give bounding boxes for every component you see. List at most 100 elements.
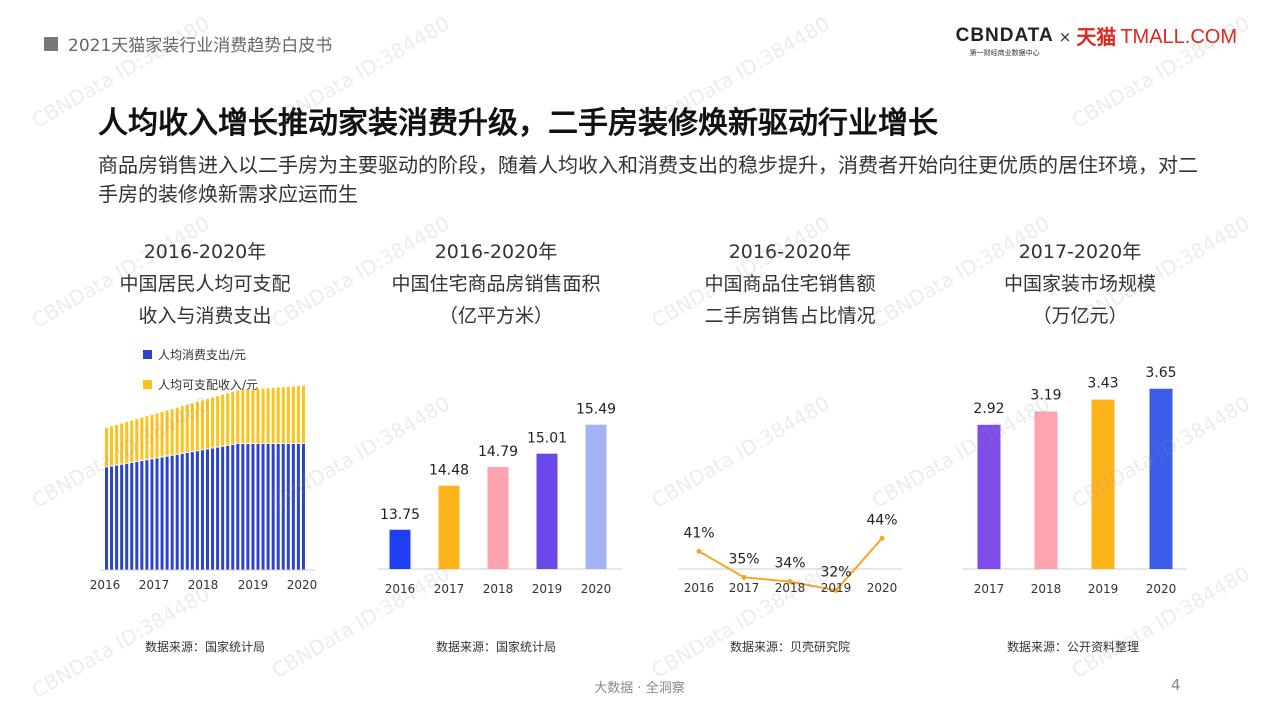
bar-income <box>221 394 225 446</box>
data-label: 44% <box>866 512 897 528</box>
x-tick-label: 2018 <box>1031 582 1062 596</box>
decoration-market-bar-chart: 2.92 2017 3.19 2018 3.43 2019 3.65 2020 <box>963 365 1187 596</box>
x-tick-label: 2018 <box>775 581 806 595</box>
data-label: 3.19 <box>1030 387 1061 403</box>
source-note: 数据来源：贝壳研究院 <box>729 640 850 654</box>
bar-income <box>291 386 295 443</box>
data-label: 13.75 <box>380 507 420 523</box>
data-label: 35% <box>728 551 759 567</box>
bar-consumption <box>211 448 215 570</box>
bar-income <box>281 387 285 443</box>
legend-label: 人均可支配收入/元 <box>158 378 259 392</box>
bar-consumption <box>236 444 240 570</box>
bar-consumption <box>150 459 154 570</box>
line-point <box>696 548 702 554</box>
bar-income <box>301 385 305 443</box>
bar-consumption <box>216 447 220 570</box>
bar-income <box>145 416 149 460</box>
header-square-mark <box>44 36 58 51</box>
bar-consumption <box>271 444 275 570</box>
bar-income <box>170 409 174 455</box>
bar-consumption <box>110 466 114 570</box>
bar-income <box>195 401 199 451</box>
x-tick-label: 2017 <box>729 581 760 595</box>
bar <box>389 529 411 569</box>
bar-consumption <box>276 444 280 570</box>
bar-income <box>236 390 240 443</box>
bar-income <box>266 388 270 443</box>
bar-income <box>185 404 189 452</box>
x-tick-label: 2019 <box>238 578 269 592</box>
bar-consumption <box>296 444 300 570</box>
bar-consumption <box>140 461 144 570</box>
bar-income <box>286 386 290 443</box>
bar-income <box>120 423 124 464</box>
bar-income <box>190 403 194 452</box>
page-title: 人均收入增长推动家装消费升级，二手房装修焕新驱动行业增长 <box>98 106 938 141</box>
report-title: 2021天猫家装行业消费趋势白皮书 <box>68 36 333 56</box>
legend-label: 人均消费支出/元 <box>158 348 247 362</box>
housing-area-bar-chart: 13.75 2016 14.48 2017 14.79 2018 15.01 2019 15.4… <box>378 402 622 596</box>
income-stacked-bar-chart: 2016 2017 2018 2019 2020 <box>90 385 317 592</box>
bar-consumption <box>165 456 169 570</box>
bar-consumption <box>135 462 139 570</box>
panel-title-line: 中国家装市场规模 <box>1003 273 1156 295</box>
data-label: 14.79 <box>478 444 518 460</box>
bar-income <box>160 411 164 457</box>
bar <box>1034 411 1058 569</box>
data-label: 3.43 <box>1087 376 1118 392</box>
bar-income <box>241 390 245 443</box>
source-note: 数据来源：公开资料整理 <box>1006 640 1139 654</box>
bar-consumption <box>226 445 230 570</box>
x-tick-label: 2017 <box>974 582 1005 596</box>
bar-consumption <box>125 463 129 570</box>
x-tick-label: 2017 <box>139 578 170 592</box>
data-label: 41% <box>683 525 714 541</box>
logo-separator: × <box>1058 28 1072 46</box>
bar-income <box>140 417 144 461</box>
panel-title-line: 中国住宅商品房销售面积 <box>391 273 601 295</box>
page-subtitle: 商品房销售进入以二手房为主要驱动的阶段，随着人均收入和消费支出的稳步提升，消费者… <box>98 153 1198 206</box>
legend-item-consumption: 人均消费支出/元 <box>143 346 246 363</box>
x-tick-label: 2020 <box>1146 582 1177 596</box>
bar-income <box>110 426 114 466</box>
panel-title-line: 二手房销售占比情况 <box>704 305 876 327</box>
panel-title-line: 中国商品住宅销售额 <box>704 273 876 295</box>
bar-income <box>165 410 169 456</box>
panel-title-line: （万亿元） <box>1032 305 1128 327</box>
x-tick-label: 2017 <box>434 582 465 596</box>
x-tick-label: 2019 <box>532 582 563 596</box>
bar-income <box>206 399 209 449</box>
legend-item-income: 人均可支配收入/元 <box>143 376 258 393</box>
line-point <box>787 579 793 585</box>
x-tick-label: 2016 <box>385 582 416 596</box>
panel-title-line: 2016-2020年 <box>434 241 558 263</box>
x-tick-label: 2020 <box>867 581 898 595</box>
page-number: 4 <box>1171 676 1181 694</box>
bar-income <box>105 427 108 467</box>
panel-title-line: 中国居民人均可支配 <box>119 273 291 295</box>
bar-income <box>135 419 139 461</box>
data-label: 14.48 <box>429 463 469 479</box>
bar-consumption <box>130 462 134 570</box>
x-tick-label: 2016 <box>684 581 715 595</box>
bar <box>536 453 558 569</box>
legend-swatch-blue <box>143 350 152 359</box>
bar-consumption <box>185 453 189 570</box>
brand-logos: CBNDATA 第一财经商业数据中心 × 天猫 TMALL.COM <box>956 26 1237 58</box>
bar-income <box>246 389 250 443</box>
x-tick-label: 2019 <box>821 581 852 595</box>
x-tick-label: 2016 <box>90 578 121 592</box>
bar-income <box>211 397 215 448</box>
bar-consumption <box>256 444 260 570</box>
bar-consumption <box>190 452 194 570</box>
bar-consumption <box>145 460 149 570</box>
x-tick-label: 2019 <box>1088 582 1119 596</box>
bar-consumption <box>251 444 255 570</box>
x-tick-label: 2020 <box>581 582 612 596</box>
line-point <box>879 535 885 541</box>
bar-consumption <box>221 446 225 570</box>
bar-consumption <box>155 458 159 570</box>
bar-consumption <box>286 444 290 570</box>
bar-consumption <box>115 465 119 570</box>
